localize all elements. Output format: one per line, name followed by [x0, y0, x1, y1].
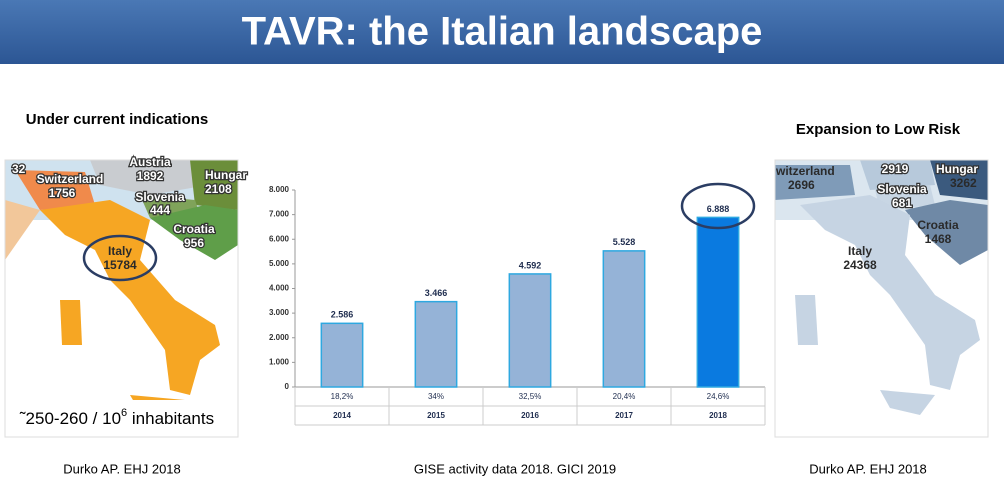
map-name: Hungar	[936, 162, 978, 176]
inhabitants-note: ˜250-260 / 106 inhabitants	[19, 407, 214, 429]
right-heading: Expansion to Low Risk	[796, 121, 961, 138]
map-value: 32	[12, 162, 26, 176]
map-name: Slovenia	[135, 190, 185, 204]
y-tick-label: 1.000	[269, 357, 290, 366]
growth-label: 20,4%	[613, 392, 636, 401]
source: Durko AP. EHJ 2018	[809, 461, 927, 476]
map-value: 2696	[788, 178, 815, 192]
map-name: Italy	[848, 244, 872, 258]
map-value: 15784	[103, 258, 137, 272]
map-value: 1892	[137, 169, 164, 183]
map-value: 2919	[882, 162, 909, 176]
y-tick-label: 6.000	[269, 234, 290, 243]
title: TAVR: the Italian landscape	[242, 10, 763, 54]
value-label: 5.528	[613, 237, 636, 247]
note-exponent: 6	[121, 407, 127, 419]
x-tick-label: 2014	[333, 411, 351, 420]
x-tick-label: 2017	[615, 411, 633, 420]
note-text: ˜250-260 / 10	[19, 409, 121, 428]
source: GISE activity data 2018. GICI 2019	[414, 461, 616, 476]
left-heading: Under current indications	[26, 111, 209, 128]
map-value: 1756	[49, 186, 76, 200]
highlight-circle	[82, 234, 158, 282]
map-name: Croatia	[917, 218, 959, 232]
x-tick-label: 2018	[709, 411, 727, 420]
bar	[602, 250, 646, 388]
map-name: Hungar	[205, 168, 247, 182]
value-label: 2.586	[331, 310, 354, 320]
bar	[508, 273, 552, 388]
title-bar	[0, 0, 1004, 64]
chart: 0 1.000 2.000 3.000 4.000 5.000 6.000 7.000 8.00…	[269, 185, 766, 426]
map-name: Austria	[129, 155, 171, 169]
right-labels: witzerland 2696 2919 Hungar 3262 Sloveni…	[775, 161, 980, 272]
map-frame	[774, 159, 989, 438]
note-text: inhabitants	[127, 409, 214, 428]
value-label: 4.592	[519, 260, 542, 270]
map-name: Croatia	[173, 222, 215, 236]
map-value: 3262	[950, 176, 977, 190]
map-value: 956	[184, 236, 204, 250]
map-value: 2108	[205, 182, 232, 196]
y-tick-label: 5.000	[269, 259, 290, 268]
heading-text: Under current indications	[26, 111, 209, 128]
right-map	[775, 160, 988, 437]
left-labels: 32 Switzerland 1756 Austria 1892 Hungar …	[11, 154, 249, 272]
x-tick-label: 2016	[521, 411, 539, 420]
map-name: witzerland	[775, 164, 835, 178]
bar	[696, 216, 740, 388]
map-name: Italy	[108, 244, 132, 258]
map-name: Slovenia	[877, 182, 927, 196]
bar	[414, 300, 458, 388]
map-value: 444	[150, 203, 170, 217]
source: Durko AP. EHJ 2018	[63, 461, 181, 476]
bar	[320, 322, 364, 388]
map-value: 1468	[925, 232, 952, 246]
map-name: Switzerland	[37, 172, 104, 186]
highlight-circle	[680, 182, 756, 230]
left-map	[5, 160, 238, 437]
value-label: 6.888	[707, 204, 730, 214]
map-value: 24368	[843, 258, 877, 272]
growth-label: 34%	[428, 392, 444, 401]
y-tick-label: 3.000	[269, 308, 290, 317]
x-tick-label: 2015	[427, 411, 445, 420]
value-label: 3.466	[425, 288, 448, 298]
map-frame	[4, 159, 239, 438]
growth-label: 32,5%	[519, 392, 542, 401]
growth-label: 18,2%	[331, 392, 354, 401]
y-tick-label: 8.000	[269, 185, 290, 194]
y-tick-label: 4.000	[269, 284, 290, 293]
y-tick-label: 7.000	[269, 210, 290, 219]
y-tick-label: 0	[285, 382, 290, 391]
growth-label: 24,6%	[707, 392, 730, 401]
y-tick-label: 2.000	[269, 333, 290, 342]
map-value: 681	[892, 196, 912, 210]
